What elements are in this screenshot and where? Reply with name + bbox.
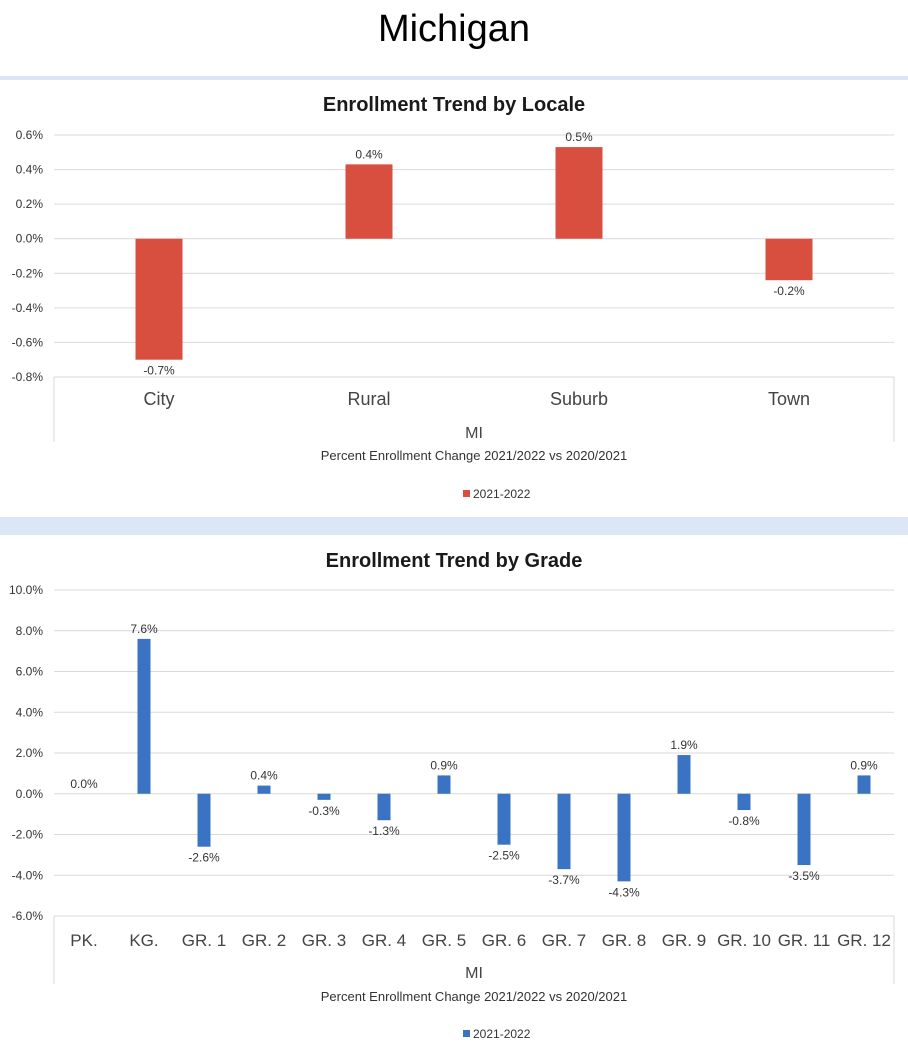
x-tick-label: Town [768,389,810,409]
bar-gr-3 [317,793,331,800]
data-label: 0.9% [430,758,458,772]
x-axis-title: MI [465,965,483,982]
x-tick-label: GR. 4 [362,931,406,950]
y-tick-label: -4.0% [12,868,44,882]
y-tick-label: 4.0% [16,705,44,719]
y-tick-label: -0.2% [12,266,44,280]
x-tick-label: GR. 8 [602,931,646,950]
y-tick-label: 10.0% [9,583,43,597]
bar-gr-2 [257,785,271,794]
bar-gr-1 [197,793,211,847]
x-tick-label: GR. 6 [482,931,526,950]
x-tick-label: City [144,389,175,409]
y-tick-label: -6.0% [12,909,44,923]
x-tick-label: Rural [347,389,390,409]
data-label: -0.7% [143,364,175,378]
legend-label: 2021-2022 [473,487,531,501]
chart-title: Enrollment Trend by Locale [323,94,585,116]
data-label: -4.3% [608,885,640,899]
bar-city [135,238,183,360]
x-tick-label: Suburb [550,389,608,409]
chart-subtitle: Percent Enrollment Change 2021/2022 vs 2… [321,448,627,463]
bar-gr-10 [737,793,751,811]
data-label: -2.5% [488,849,520,863]
x-tick-label: GR. 12 [837,931,891,950]
data-label: 0.4% [355,147,383,161]
page-title: Michigan [377,8,531,50]
chart-grade: Enrollment Trend by Grade 10.0% 8.0% 6.0% 4.… [9,550,895,1041]
bar-rural [345,164,393,239]
x-tick-label: GR. 3 [302,931,346,950]
bar-gr-8 [617,793,631,882]
data-label: -3.5% [788,869,820,883]
x-tick-label: GR. 1 [182,931,226,950]
y-tick-label: 0.0% [16,232,44,246]
bar-gr-11 [797,793,811,866]
y-tick-label: 8.0% [16,624,44,638]
x-tick-label: KG. [129,931,158,950]
bar-town [765,238,813,281]
bar-gr-4 [377,793,391,821]
x-tick-label: GR. 5 [422,931,466,950]
data-label: -0.3% [308,804,340,818]
y-tick-label: -2.0% [12,828,44,842]
bar-suburb [555,147,603,239]
data-label: 0.0% [70,777,98,791]
data-label: -2.6% [188,851,220,865]
data-label: -3.7% [548,873,580,887]
divider-band-middle [0,517,908,535]
bar-gr-9 [677,755,691,794]
x-tick-label: GR. 9 [662,931,706,950]
data-label: -1.3% [368,824,400,838]
chart-subtitle: Percent Enrollment Change 2021/2022 vs 2… [321,989,627,1004]
data-label: 0.5% [565,130,593,144]
x-tick-label: GR. 10 [717,931,771,950]
data-label: 7.6% [130,622,158,636]
bar-kg [137,638,151,794]
legend-swatch [463,1030,470,1037]
y-tick-label: 0.0% [16,787,44,801]
legend-label: 2021-2022 [473,1027,531,1041]
x-axis-title: MI [465,425,483,442]
y-tick-label: -0.4% [12,301,44,315]
chart-locale: Enrollment Trend by Locale 0.6% 0.4% 0.2% 0.… [12,94,895,501]
chart-title: Enrollment Trend by Grade [326,550,583,572]
y-tick-label: 0.2% [16,197,44,211]
x-tick-label: PK. [70,931,97,950]
y-tick-label: 6.0% [16,665,44,679]
data-label: 1.9% [670,738,698,752]
y-tick-label: -0.8% [12,370,44,384]
x-tick-label: GR. 2 [242,931,286,950]
legend-swatch [463,490,470,497]
x-tick-label: GR. 11 [778,931,831,950]
data-label: 0.9% [850,758,878,772]
bar-gr-7 [557,793,571,870]
bar-gr-6 [497,793,511,845]
x-tick-label: GR. 7 [542,931,586,950]
bar-gr-5 [437,775,451,794]
bar-gr-12 [857,775,871,794]
divider-band-top [0,76,908,80]
data-label: -0.8% [728,814,760,828]
data-label: -0.2% [773,284,805,298]
y-tick-label: 0.4% [16,163,44,177]
data-label: 0.4% [250,769,278,783]
y-tick-label: 2.0% [16,746,44,760]
y-tick-label: 0.6% [16,128,44,142]
y-tick-label: -0.6% [12,335,44,349]
